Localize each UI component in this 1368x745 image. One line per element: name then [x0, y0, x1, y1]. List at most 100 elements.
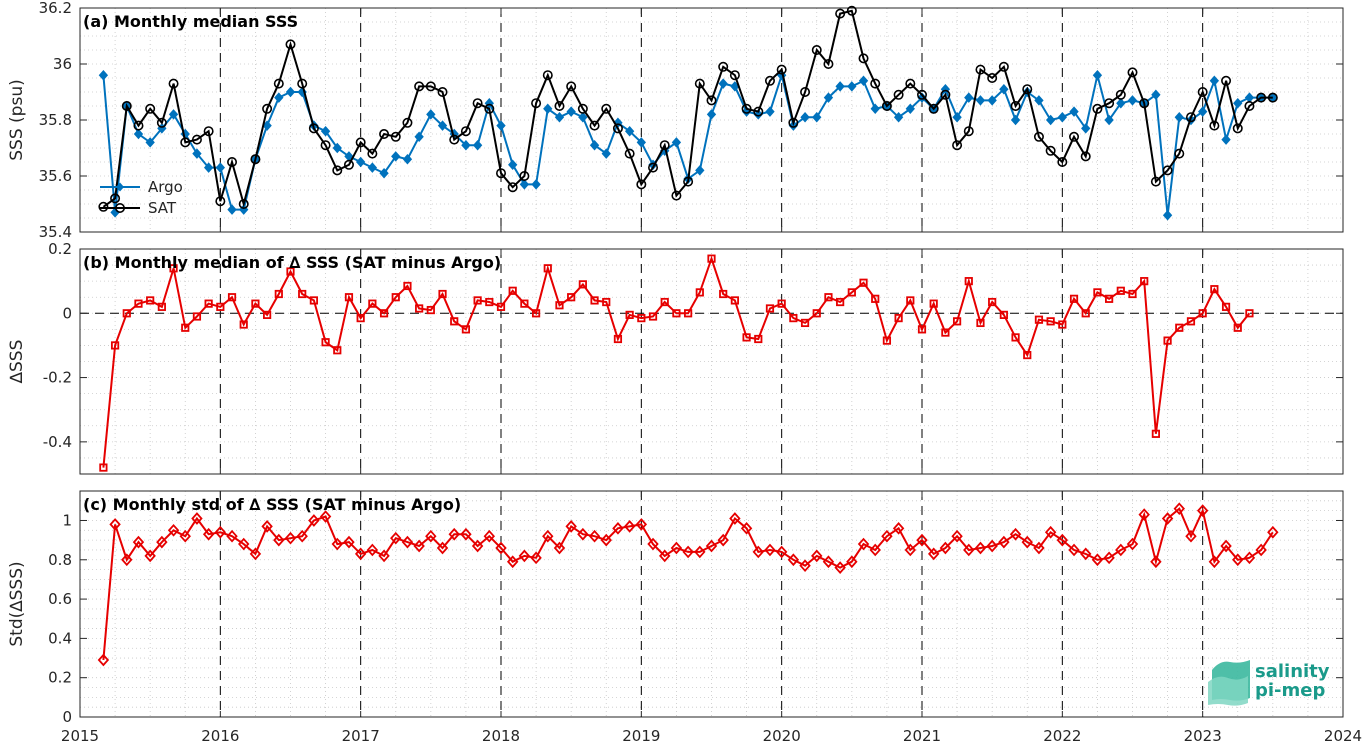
data-point	[1210, 285, 1219, 294]
data-point	[1162, 209, 1173, 221]
y-tick-label: 35.4	[39, 223, 72, 241]
data-point	[777, 299, 786, 308]
data-point	[179, 529, 191, 543]
data-point	[1069, 294, 1079, 303]
data-point	[939, 541, 952, 555]
data-point	[1174, 111, 1184, 123]
data-point	[1208, 555, 1221, 569]
data-point	[998, 535, 1010, 549]
panel-title: (b) Monthly median of ∆ SSS (SAT minus A…	[83, 253, 501, 272]
data-point	[1010, 101, 1021, 112]
data-point	[1232, 553, 1244, 567]
data-point	[1185, 112, 1196, 123]
data-point	[1233, 323, 1242, 332]
series-line	[102, 9, 1273, 208]
data-point	[1046, 317, 1055, 326]
x-tick-label: 2021	[903, 727, 941, 745]
data-point	[391, 293, 400, 302]
data-point	[1140, 277, 1149, 286]
data-point	[672, 309, 681, 318]
data-point	[390, 131, 401, 142]
data-point	[145, 137, 155, 148]
data-point	[1126, 537, 1139, 551]
data-point	[1115, 89, 1126, 100]
data-point	[1151, 429, 1160, 438]
data-point	[156, 117, 167, 128]
data-point	[507, 182, 518, 193]
data-point	[1198, 106, 1208, 117]
data-point	[1209, 120, 1220, 131]
data-point	[998, 61, 1009, 72]
data-point	[624, 125, 635, 137]
axes-frame	[79, 490, 1344, 718]
data-point	[308, 123, 319, 134]
data-point	[413, 539, 425, 553]
data-point	[577, 103, 588, 114]
y-tick-label: -0.2	[43, 369, 72, 387]
data-point	[472, 139, 483, 151]
data-point	[776, 64, 787, 75]
data-point	[822, 555, 835, 569]
data-point	[717, 533, 729, 547]
data-point	[812, 111, 822, 123]
data-point	[870, 78, 881, 89]
x-tick-label: 2023	[1184, 727, 1222, 745]
data-point	[811, 549, 823, 563]
data-point	[765, 106, 775, 117]
data-point	[1044, 525, 1057, 539]
data-point	[952, 140, 963, 151]
data-point	[1245, 309, 1254, 318]
data-point	[892, 521, 905, 535]
x-axis: 2015 2016 2017 2018 2019 2020 2021 2022 2023 2024	[61, 727, 1362, 745]
data-point	[543, 103, 553, 115]
data-point	[391, 151, 401, 162]
data-point	[964, 277, 973, 286]
data-point	[706, 95, 717, 106]
data-point	[719, 289, 728, 299]
data-point	[975, 95, 986, 106]
data-point	[191, 512, 203, 525]
data-point	[764, 75, 775, 86]
data-point	[566, 81, 577, 92]
data-point	[1022, 84, 1033, 95]
data-point	[520, 299, 529, 308]
data-point	[168, 78, 179, 89]
data-point	[859, 278, 868, 287]
data-point	[613, 334, 623, 344]
data-point	[414, 81, 425, 92]
data-point	[542, 529, 554, 543]
logo-line1: salinity	[1255, 661, 1330, 682]
data-point	[122, 309, 131, 318]
data-point	[1104, 114, 1114, 126]
data-point	[893, 111, 904, 123]
data-point	[1174, 148, 1185, 159]
data-point	[436, 541, 449, 555]
data-point	[659, 549, 671, 563]
data-point	[274, 289, 283, 299]
data-point	[332, 165, 343, 176]
data-point	[846, 555, 858, 569]
data-point	[296, 529, 308, 543]
data-point	[1103, 551, 1115, 565]
data-point	[1127, 95, 1138, 106]
data-point	[567, 293, 576, 302]
series-sat	[98, 5, 1278, 212]
data-point	[121, 101, 132, 112]
data-point	[1069, 106, 1079, 117]
data-point	[1080, 547, 1092, 561]
data-point	[343, 159, 354, 170]
data-point	[1080, 151, 1091, 162]
data-point	[1244, 92, 1255, 103]
panels: 35.4 35.6 35.8 36 36.2 SSS (psu) (a) Monthly m…	[7, 0, 1344, 726]
data-point	[1163, 336, 1172, 345]
data-point	[309, 296, 318, 305]
data-point	[1093, 288, 1102, 297]
data-point	[98, 201, 109, 212]
data-point	[134, 299, 143, 308]
data-point	[156, 535, 168, 549]
data-point	[308, 514, 320, 527]
data-point	[881, 529, 893, 543]
data-point	[1033, 541, 1045, 555]
y-tick-label: 35.8	[39, 111, 72, 129]
data-point	[707, 254, 716, 263]
